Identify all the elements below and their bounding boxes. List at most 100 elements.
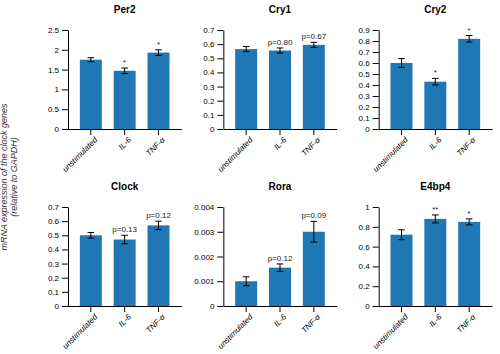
tick: 1	[55, 85, 68, 94]
tick-label: 0.7	[203, 26, 215, 35]
panel: 00.10.20.30.40.50.60.7unstimulatedIL-6TN…	[203, 4, 337, 174]
tick: 0	[365, 125, 378, 134]
y-axis-title-line: mRNA expression of the clock genes	[0, 103, 9, 251]
tick-label: 0	[365, 302, 370, 311]
error-bar	[88, 58, 95, 62]
tick-label: 0.5	[48, 231, 60, 240]
error-bar-cap	[432, 214, 439, 215]
tick-mark	[246, 129, 247, 135]
error-bar-stem	[401, 230, 402, 240]
tick: unstimulated	[61, 306, 100, 351]
tick-mark	[217, 30, 223, 31]
tick-mark	[469, 129, 470, 135]
tick-mark	[373, 107, 379, 108]
tick-mark	[373, 85, 379, 86]
tick: TNF-α	[144, 129, 167, 158]
tick-label: TNF-α	[455, 135, 478, 158]
tick-label: IL-6	[117, 135, 134, 152]
bar	[235, 49, 257, 129]
error-bar-stem	[90, 58, 91, 62]
y-axis: 00.0010.0020.0030.004	[194, 203, 224, 311]
bar	[114, 71, 136, 129]
tick-label: 0.7	[359, 48, 371, 57]
y-axis: 00.10.20.30.40.50.60.7	[203, 26, 224, 134]
annotation: *	[123, 58, 126, 67]
tick: 2	[55, 46, 68, 55]
x-axis: unstimulatedIL-6TNF-α	[216, 306, 337, 351]
tick-mark	[373, 96, 379, 97]
error-bar-stem	[124, 235, 125, 243]
tick-label: 0.1	[48, 288, 60, 297]
tick: TNF-α	[144, 306, 167, 335]
bar	[148, 225, 170, 306]
tick-mark	[124, 306, 125, 312]
tick-mark	[373, 207, 379, 208]
bar	[80, 235, 102, 306]
tick: 0.1	[48, 288, 68, 297]
panel: 00.10.20.30.40.50.60.7unstimulatedIL-6TN…	[48, 181, 182, 351]
error-bar-stem	[280, 48, 281, 53]
tick: 0.5	[48, 105, 68, 114]
tick: 1.5	[48, 66, 68, 75]
chart-title: Clock	[111, 181, 139, 192]
annotation: **	[432, 205, 438, 214]
tick: 2.5	[48, 26, 68, 35]
tick-mark	[373, 52, 379, 53]
error-bar-stem	[469, 219, 470, 225]
tick-label: 0.9	[359, 26, 371, 35]
error-bar	[88, 232, 95, 238]
tick-label: 0	[55, 302, 60, 311]
tick-mark	[90, 306, 91, 312]
tick-mark	[373, 129, 379, 130]
tick: 0.7	[203, 26, 223, 35]
tick-mark	[90, 129, 91, 135]
tick-mark	[62, 249, 68, 250]
tick: 0.3	[48, 260, 68, 269]
tick: 0.6	[48, 217, 68, 226]
annotation: *	[468, 209, 471, 218]
error-bar-cap	[121, 235, 128, 236]
error-bar-cap	[121, 243, 128, 244]
error-bar-cap	[88, 238, 95, 239]
x-axis: unstimulatedIL-6TNF-α	[216, 129, 337, 174]
tick: 0.5	[359, 70, 379, 79]
tick: 0.5	[203, 54, 223, 63]
tick-mark	[217, 87, 223, 88]
tick-mark	[373, 227, 379, 228]
tick: unstimulated	[216, 129, 255, 174]
tick: IL-6	[117, 129, 134, 152]
chart-title: Cry1	[269, 4, 292, 15]
tick-mark	[62, 221, 68, 222]
annotation: p=0.12	[268, 254, 293, 263]
error-bar-cap	[277, 263, 284, 264]
y-axis-title-line: (relative to GAPDH)	[9, 137, 19, 217]
bar	[80, 60, 102, 129]
error-bar	[466, 219, 473, 225]
tick: unstimulated	[371, 306, 410, 351]
tick-label: 0.001	[194, 277, 215, 286]
axis-line	[379, 208, 380, 307]
tick-label: 0.8	[359, 37, 371, 46]
tick: TNF-α	[300, 129, 323, 158]
error-bar-cap	[398, 239, 405, 240]
error-bar	[155, 50, 162, 56]
tick-mark	[217, 44, 223, 45]
tick-label: 0.4	[203, 68, 215, 77]
tick-label: unstimulated	[371, 312, 410, 351]
bar	[424, 82, 446, 129]
bar	[458, 39, 480, 129]
error-bar-cap	[155, 229, 162, 230]
bar	[148, 53, 170, 129]
error-bar	[121, 68, 128, 74]
tick: 0.4	[203, 68, 223, 77]
x-axis: unstimulatedIL-6TNF-α	[61, 129, 182, 174]
error-bar-cap	[311, 47, 318, 48]
tick: 0.9	[359, 26, 379, 35]
tick: IL-6	[428, 306, 445, 329]
error-bar-cap	[277, 53, 284, 54]
bar	[114, 240, 136, 306]
tick-label: 2	[55, 46, 60, 55]
tick-label: TNF-α	[144, 135, 167, 158]
panel: 00.0010.0020.0030.004unstimulatedIL-6TNF…	[194, 181, 337, 351]
error-bar-stem	[435, 215, 436, 223]
